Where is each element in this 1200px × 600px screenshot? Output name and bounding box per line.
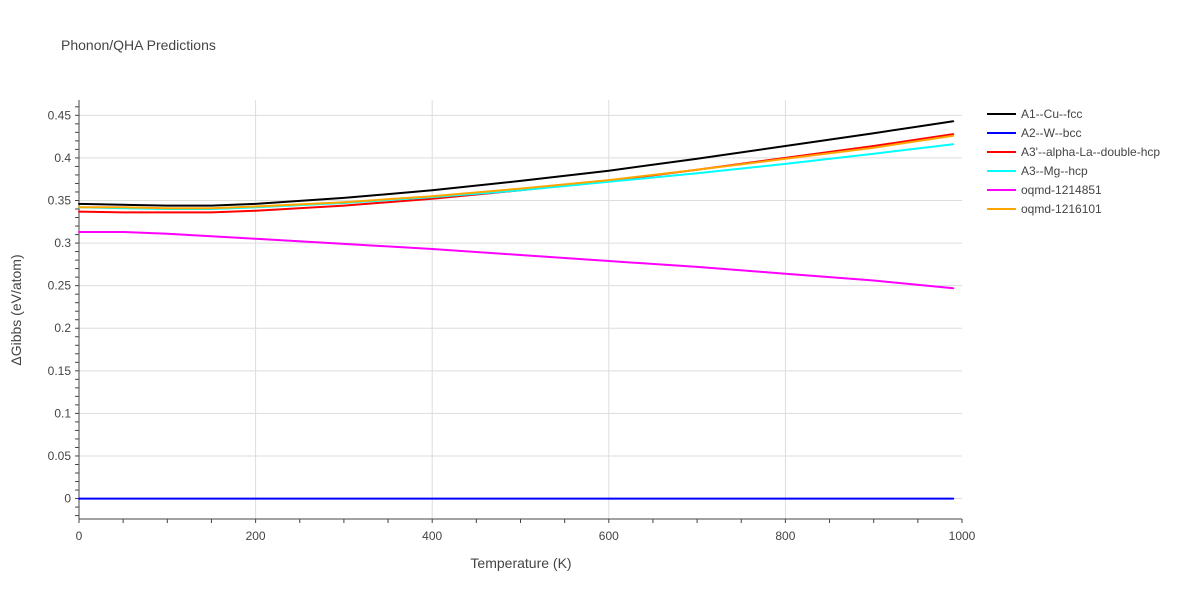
x-axis-title: Temperature (K) <box>470 555 571 571</box>
series-line <box>78 134 955 210</box>
legend-item[interactable]: A1--Cu--fcc <box>987 107 1082 121</box>
y-tick-label: 0.4 <box>54 151 71 165</box>
y-tick-label: 0.15 <box>48 364 72 378</box>
axes: 0 200 400 600 800 1000 0 0.05 0.1 0.15 0.2 0.25 0.3 0… <box>48 100 976 543</box>
x-tick-label: 200 <box>246 529 266 543</box>
legend-label: oqmd-1216101 <box>1021 202 1102 216</box>
x-tick-label: 1000 <box>949 529 976 543</box>
series-line <box>78 231 955 290</box>
x-tick-label: 800 <box>775 529 795 543</box>
x-tick-label: 0 <box>76 529 83 543</box>
legend-label: A3--Mg--hcp <box>1021 164 1088 178</box>
y-tick-label: 0.05 <box>48 449 72 463</box>
y-tick-label: 0.25 <box>48 279 72 293</box>
legend-label: oqmd-1214851 <box>1021 183 1102 197</box>
y-tick-label: 0.1 <box>54 406 71 420</box>
series-line <box>78 120 955 207</box>
y-tick-label: 0.3 <box>54 236 71 250</box>
legend-item[interactable]: A3'--alpha-La--double-hcp <box>987 145 1160 159</box>
y-tick-label: 0.45 <box>48 108 72 122</box>
legend-item[interactable]: A2--W--bcc <box>987 126 1081 140</box>
series-group <box>78 120 955 500</box>
legend-item[interactable]: A3--Mg--hcp <box>987 164 1088 178</box>
x-tick-label: 400 <box>422 529 442 543</box>
legend-item[interactable]: oqmd-1214851 <box>987 183 1102 197</box>
y-tick-label: 0 <box>64 492 71 506</box>
legend-label: A2--W--bcc <box>1021 126 1081 140</box>
legend[interactable]: A1--Cu--fcc A2--W--bcc A3'--alpha-La--doub… <box>987 107 1160 216</box>
y-tick-label: 0.35 <box>48 193 72 207</box>
legend-item[interactable]: oqmd-1216101 <box>987 202 1102 216</box>
grid <box>79 100 962 519</box>
x-tick-label: 600 <box>599 529 619 543</box>
legend-label: A3'--alpha-La--double-hcp <box>1021 145 1160 159</box>
y-axis-title: ΔGibbs (eV/atom) <box>8 254 24 365</box>
chart-title: Phonon/QHA Predictions <box>61 37 216 53</box>
y-tick-label: 0.2 <box>54 321 71 335</box>
legend-label: A1--Cu--fcc <box>1021 107 1082 121</box>
